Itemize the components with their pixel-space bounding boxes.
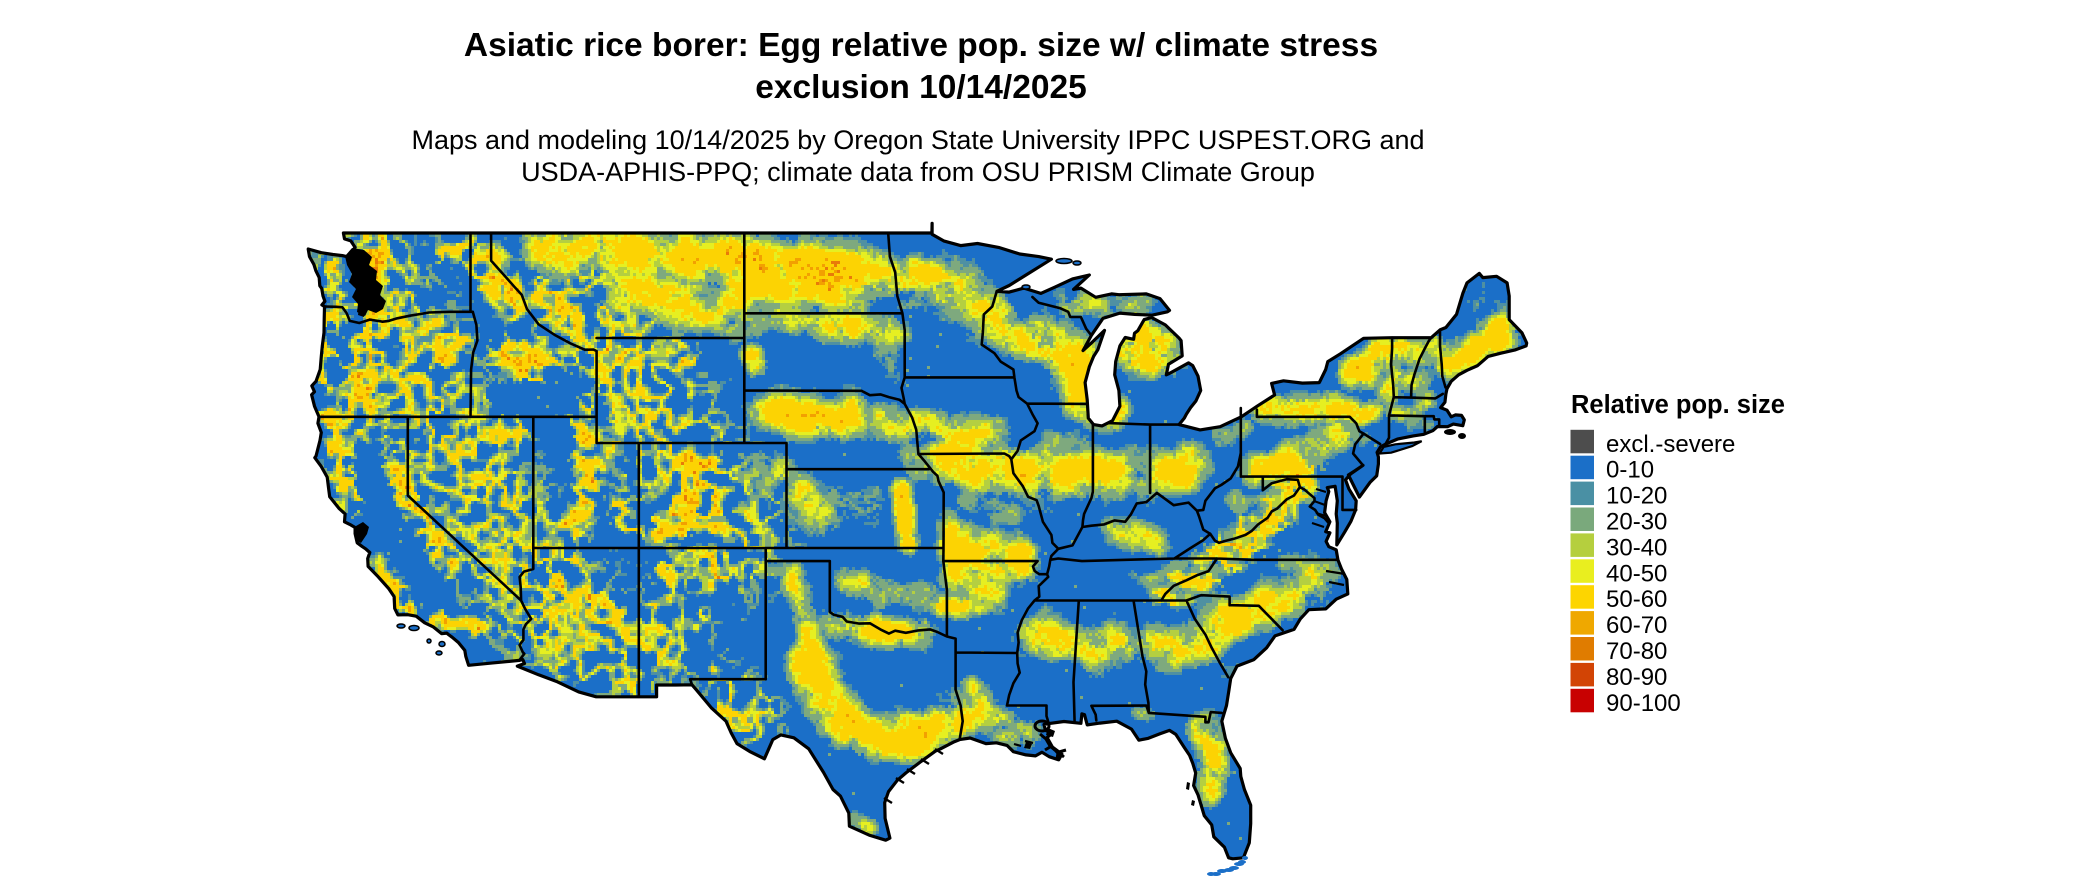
svg-text:80-90: 80-90 — [1606, 664, 1667, 691]
svg-text:50-60: 50-60 — [1606, 586, 1667, 613]
svg-text:40-50: 40-50 — [1606, 560, 1667, 587]
svg-text:20-30: 20-30 — [1606, 509, 1667, 536]
svg-text:Asiatic rice borer: Egg relati: Asiatic rice borer: Egg relative pop. si… — [464, 27, 1378, 64]
svg-text:30-40: 30-40 — [1606, 534, 1667, 561]
svg-text:60-70: 60-70 — [1606, 612, 1667, 639]
svg-text:exclusion 10/14/2025: exclusion 10/14/2025 — [755, 69, 1087, 106]
svg-text:Maps and modeling 10/14/2025 b: Maps and modeling 10/14/2025 by Oregon S… — [411, 125, 1424, 155]
svg-text:0-10: 0-10 — [1606, 457, 1654, 484]
svg-text:excl.-severe: excl.-severe — [1606, 431, 1735, 458]
svg-text:70-80: 70-80 — [1606, 638, 1667, 665]
svg-text:USDA-APHIS-PPQ; climate data f: USDA-APHIS-PPQ; climate data from OSU PR… — [521, 157, 1315, 187]
svg-text:Relative pop. size: Relative pop. size — [1571, 391, 1785, 419]
svg-text:90-100: 90-100 — [1606, 690, 1681, 717]
svg-text:10-20: 10-20 — [1606, 483, 1667, 510]
